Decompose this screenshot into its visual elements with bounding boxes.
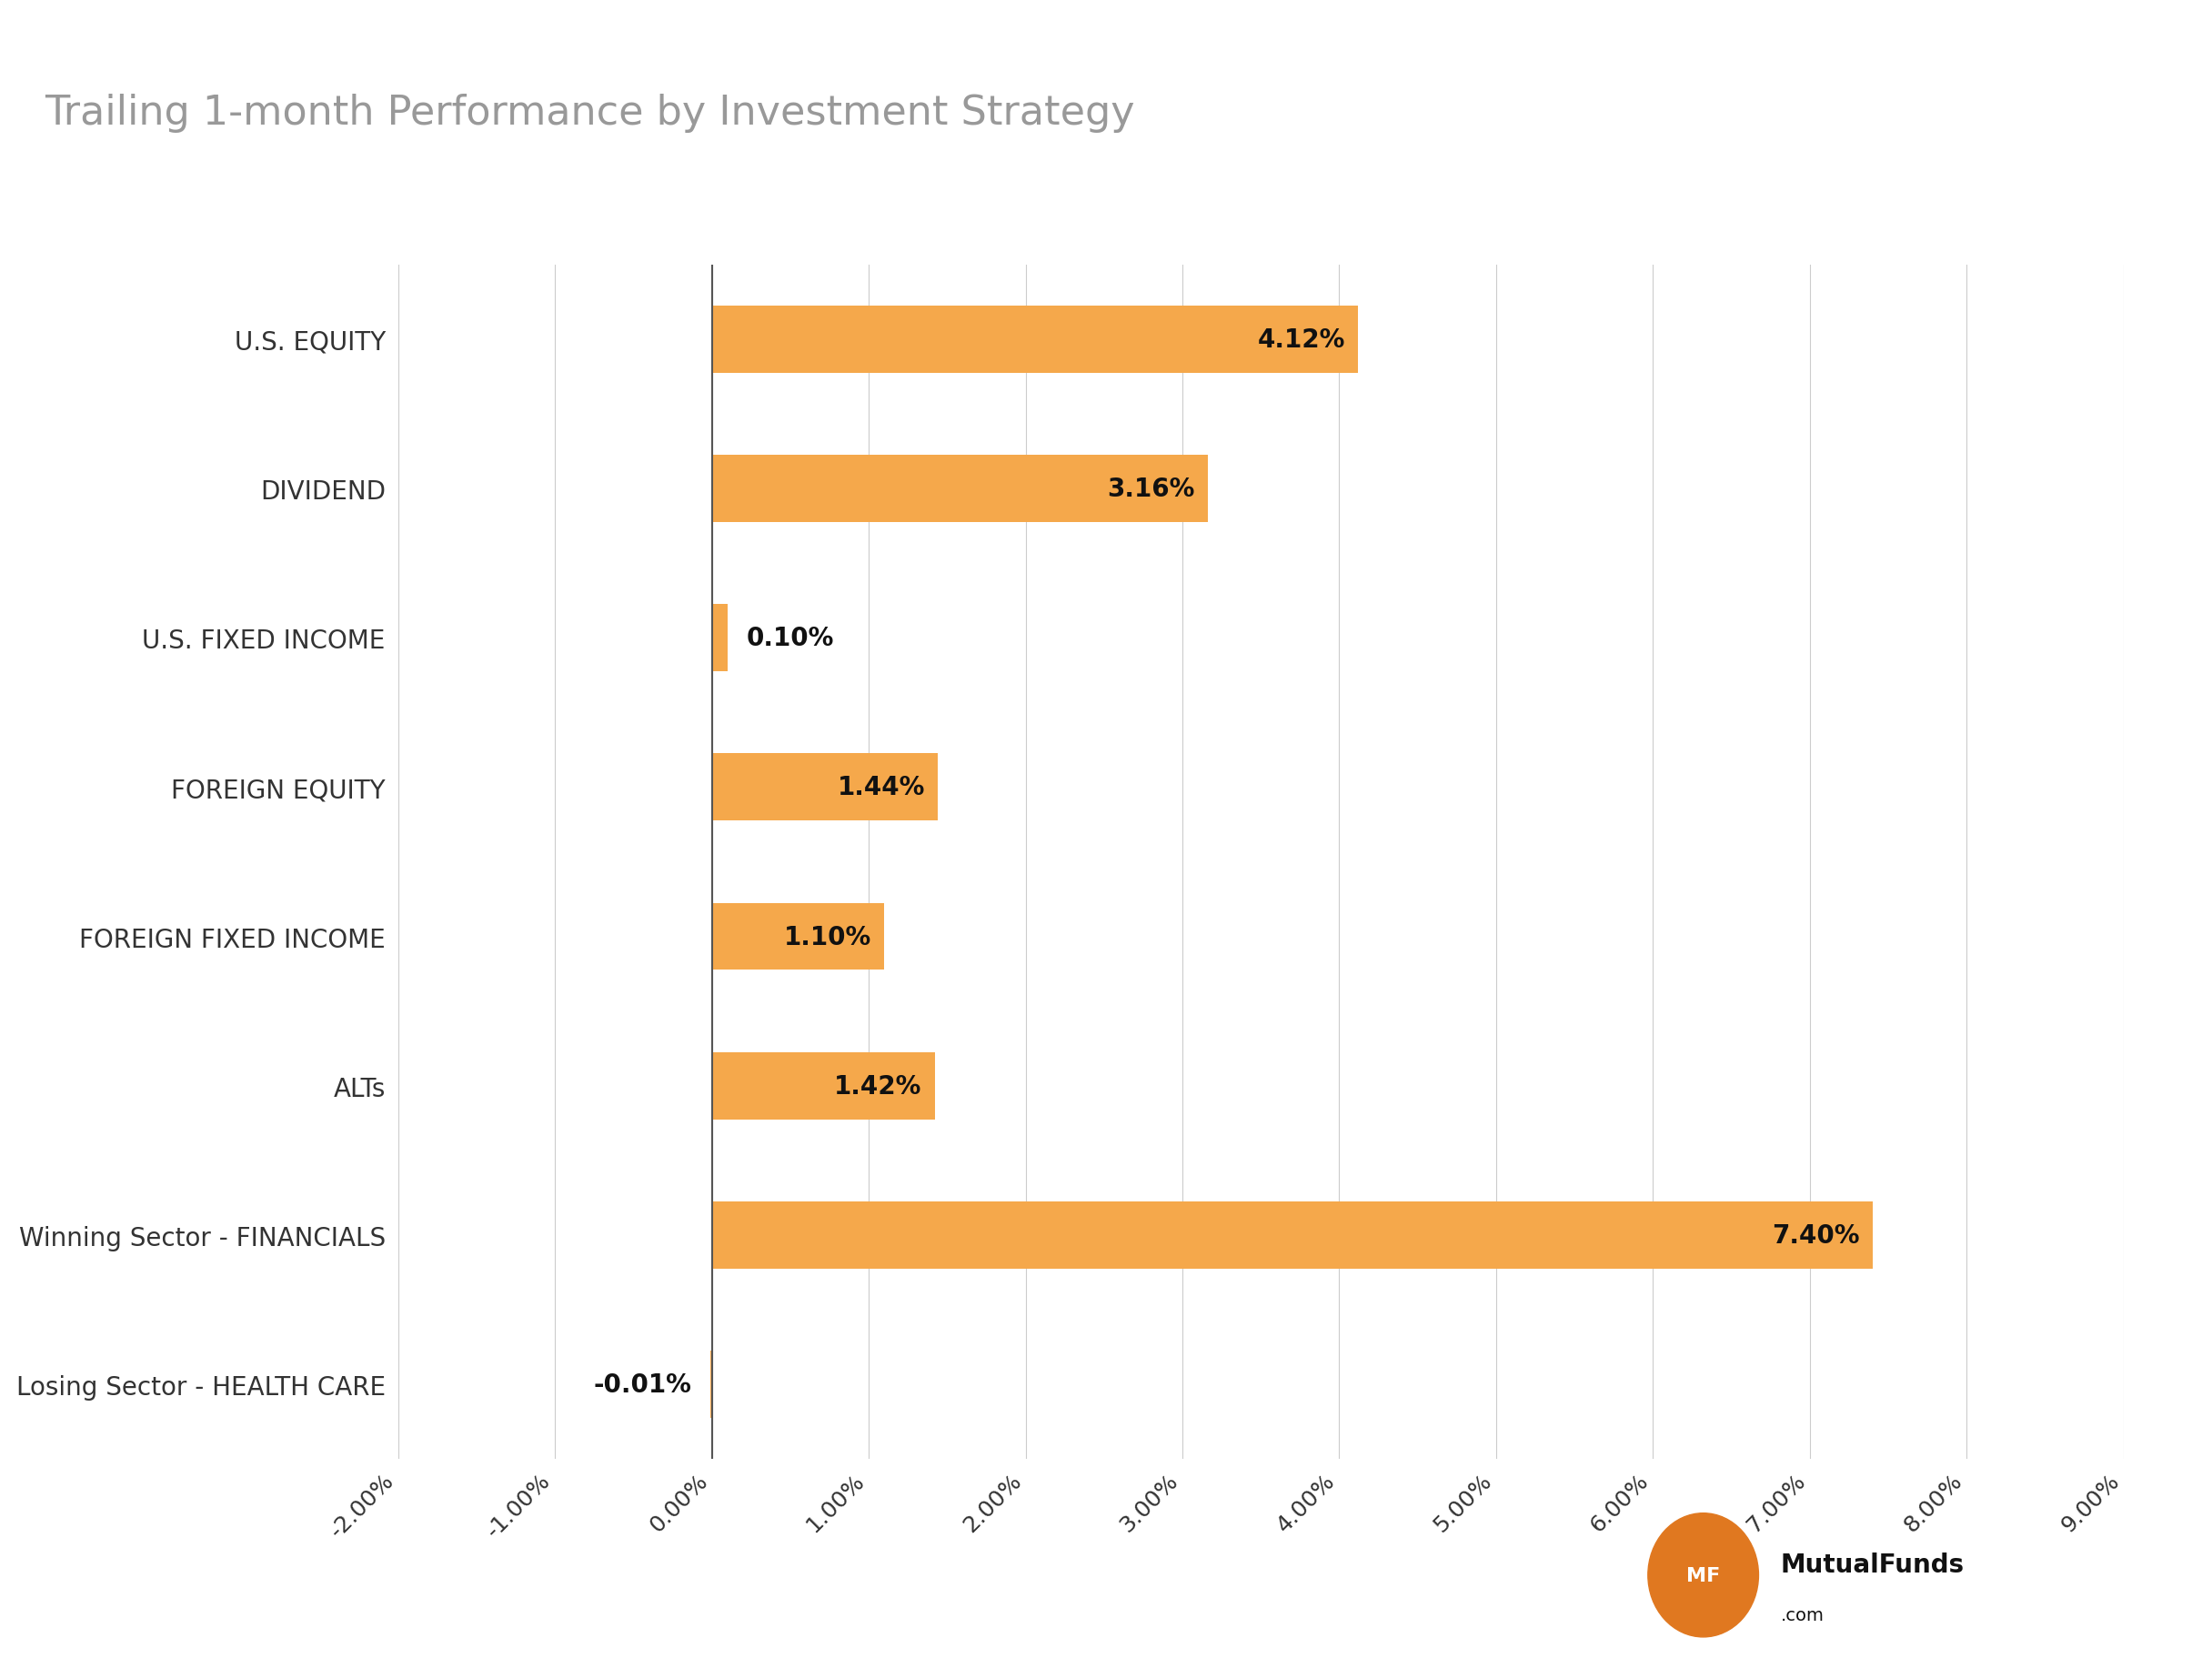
Text: MutualFunds: MutualFunds [1781,1552,1964,1577]
Bar [712,307,1358,373]
Bar [712,605,728,671]
Text: 4.12%: 4.12% [1259,327,1345,353]
Ellipse shape [1648,1514,1759,1636]
Text: -0.01%: -0.01% [593,1371,692,1398]
Text: MF: MF [1686,1567,1721,1583]
Text: 7.40%: 7.40% [1772,1222,1860,1248]
Text: 0.10%: 0.10% [745,625,834,652]
Text: 3.16%: 3.16% [1108,476,1194,502]
Bar [712,1053,936,1119]
Text: .com: .com [1781,1607,1825,1623]
Bar [712,1202,1874,1268]
Bar [712,754,938,821]
Text: 1.44%: 1.44% [838,774,925,801]
Bar [712,456,1208,522]
Text: 1.42%: 1.42% [834,1073,922,1099]
Text: Trailing 1-month Performance by Investment Strategy: Trailing 1-month Performance by Investme… [44,93,1135,133]
Bar [712,904,885,970]
Text: 1.10%: 1.10% [785,924,872,950]
